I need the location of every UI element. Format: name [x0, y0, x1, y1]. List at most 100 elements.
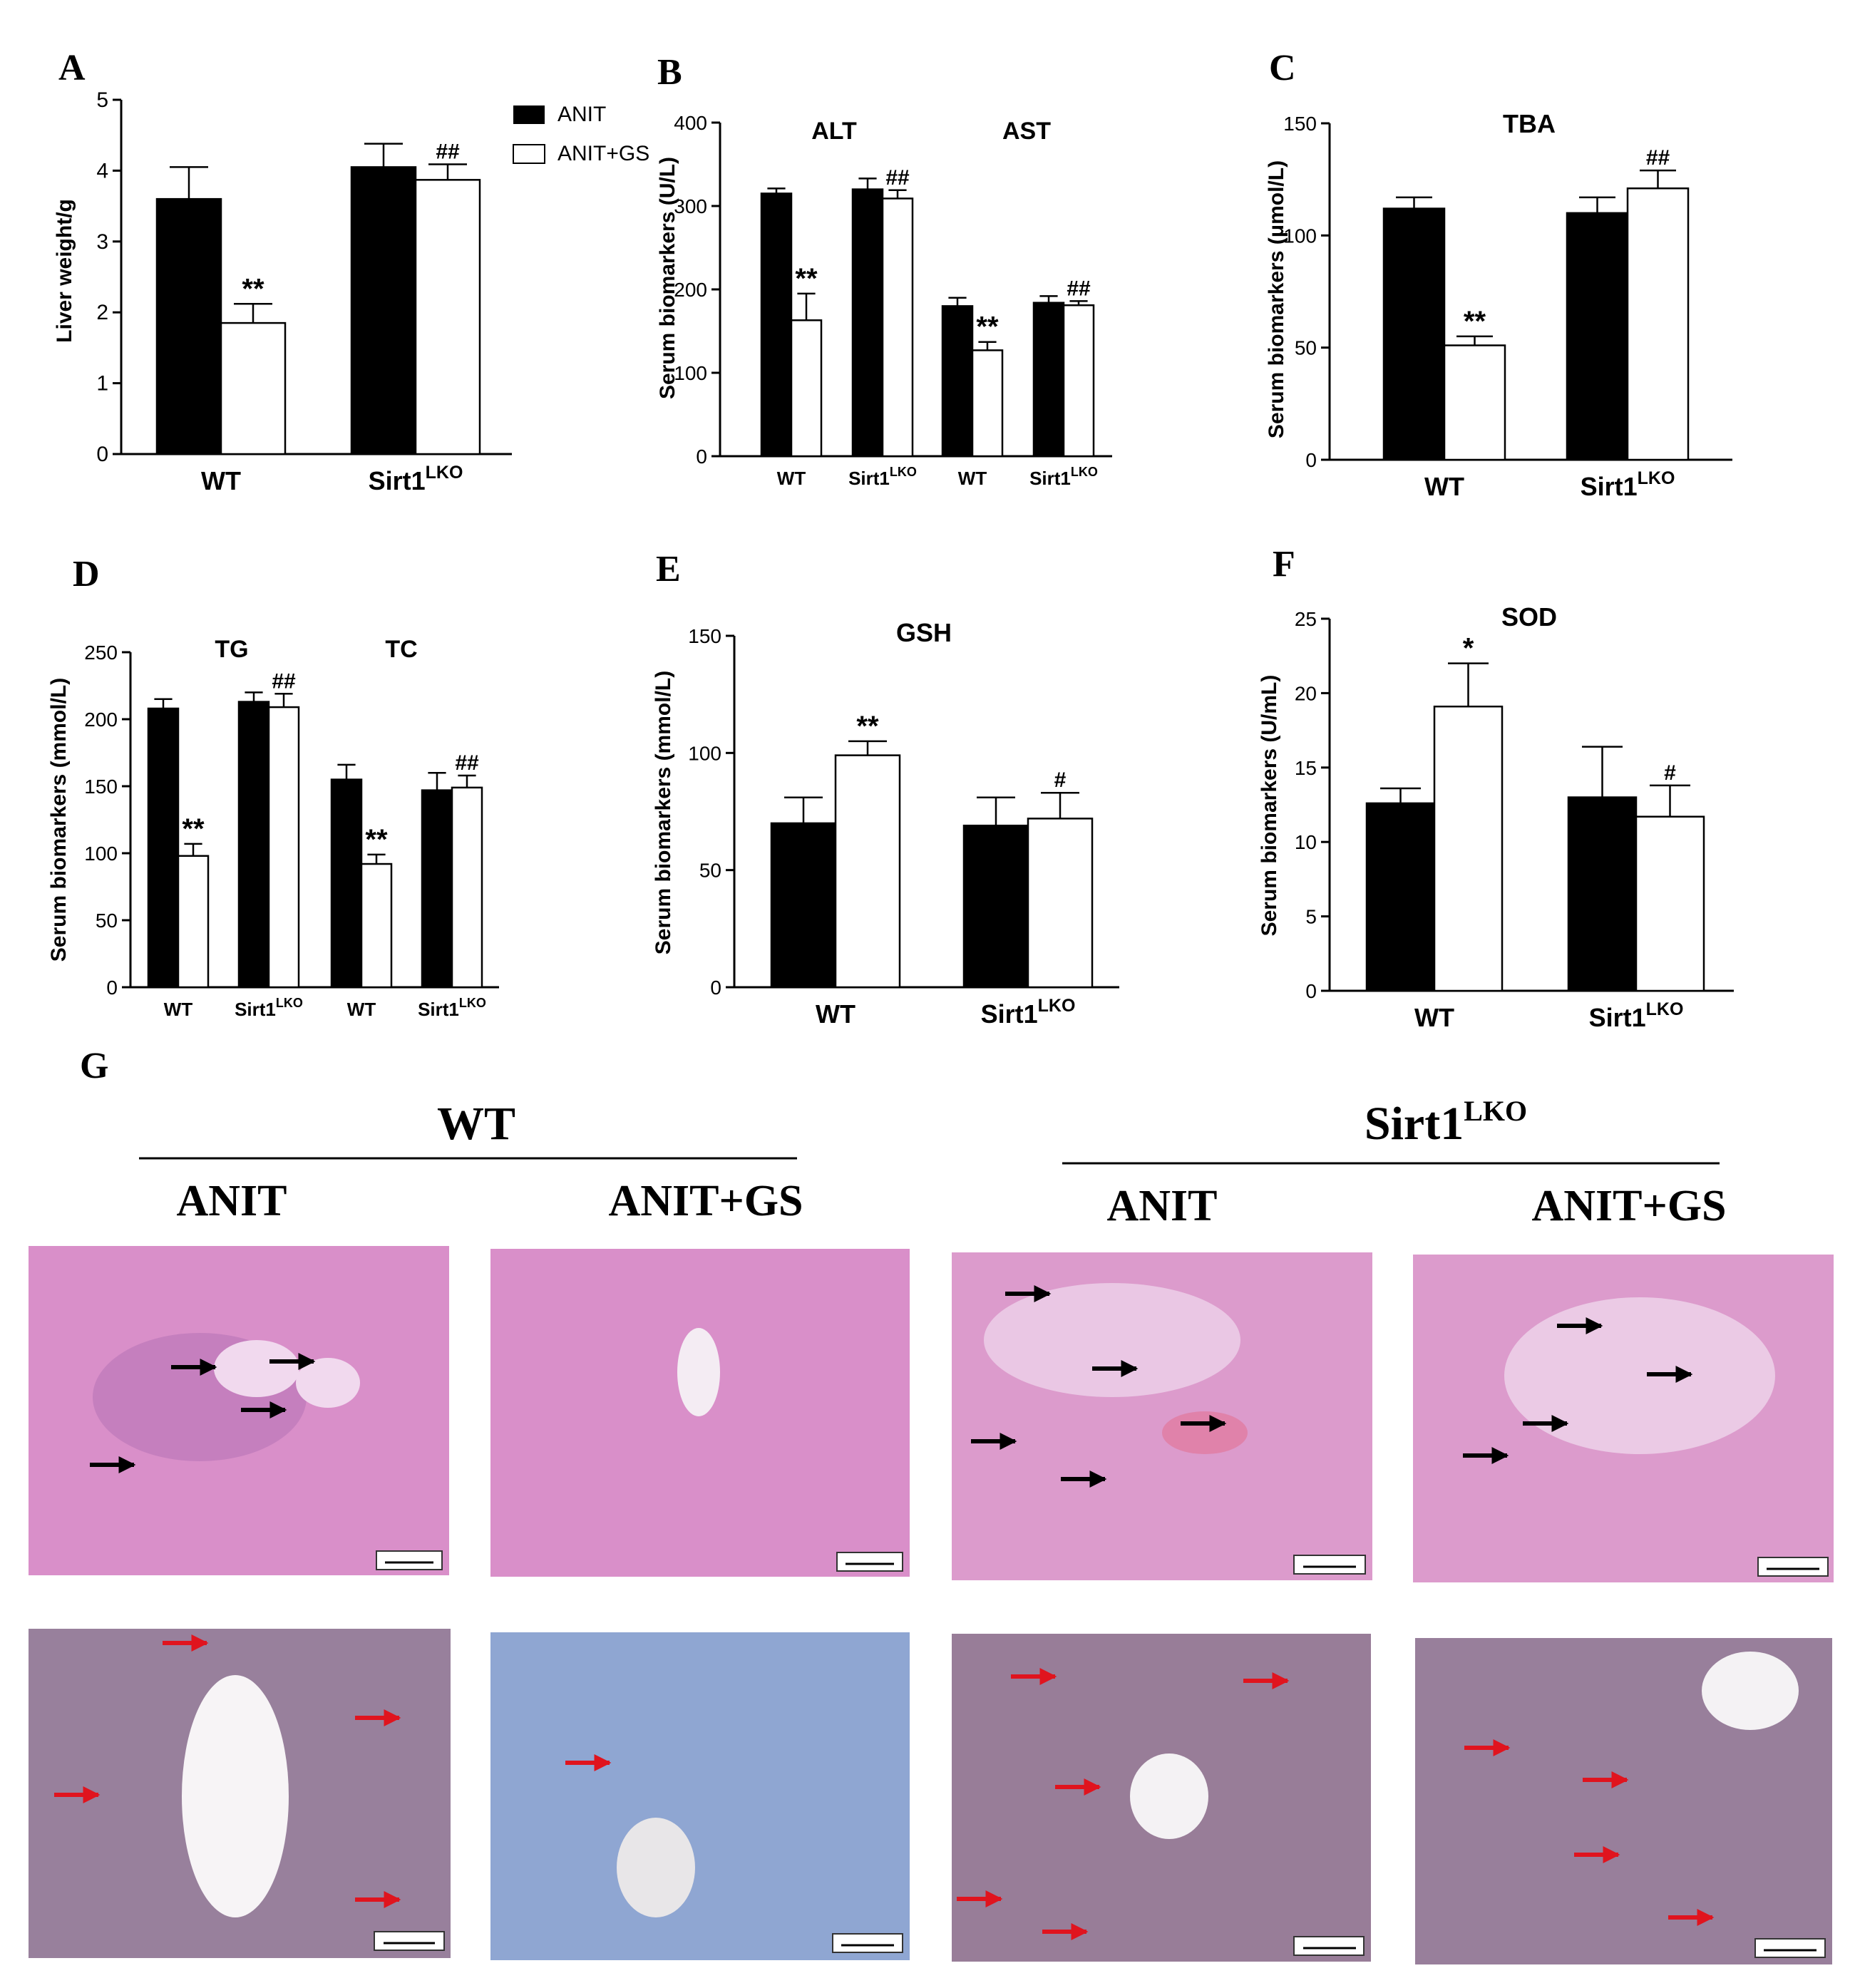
- bar-c-1-1: [1626, 187, 1690, 461]
- group-label-b-1: Sirt1LKO: [848, 465, 917, 489]
- oro-image-ko-anit-gs: [1415, 1638, 1832, 1964]
- group-label-base-e-1: Sirt1: [981, 999, 1038, 1029]
- y-tick-label-a-3: 3: [96, 230, 108, 254]
- column-label-wt-anit-gs: ANIT+GS: [608, 1177, 803, 1225]
- y-tick-label-d-5: 250: [84, 642, 118, 664]
- group-label-b-0: WT: [777, 468, 806, 489]
- chart-panel-f: F 0 5 10 15 20 25 Serum biomarkers (U/mL) SOD * WT…: [1258, 544, 1734, 1032]
- group-label-base-c-0: WT: [1424, 472, 1464, 501]
- y-tick-label-e-1: 50: [699, 860, 721, 882]
- significance-mark-f-0-1: *: [1463, 633, 1474, 664]
- bar-e-1-0: [962, 824, 1029, 989]
- bar-d-3-0: [421, 789, 453, 989]
- chart-title-e: GSH: [896, 618, 952, 647]
- group-label-sup-d-3: LKO: [459, 996, 486, 1010]
- group-title-b-2: AST: [1002, 118, 1051, 145]
- y-tick-label-a-0: 0: [96, 443, 108, 466]
- group-label-d-3: Sirt1LKO: [418, 996, 486, 1020]
- panel-letter-a: A: [58, 48, 86, 88]
- group-label-base-d-2: WT: [347, 999, 376, 1020]
- group-label-base-b-1: Sirt1: [848, 468, 890, 489]
- bar-d-2-0: [330, 778, 363, 989]
- significance-mark-d-2-1: **: [365, 824, 388, 855]
- group-label-e-0: WT: [816, 999, 855, 1029]
- column-label-ko-anit-gs: ANIT+GS: [1531, 1182, 1726, 1230]
- significance-mark-a-1-1: ##: [436, 140, 460, 163]
- y-tick-label-c-2: 100: [1283, 225, 1317, 247]
- oro-image-wt-anit-gs: [490, 1632, 910, 1960]
- group-label-sup-e-1: LKO: [1038, 996, 1076, 1016]
- genotype-heading-ko: Sirt1LKO: [1365, 1095, 1527, 1150]
- chart-panel-b: B 0 100 200 300 400 Serum biomarkers (U/L) ** WT…: [656, 52, 1112, 489]
- panel-letter-e: E: [656, 549, 681, 589]
- bar-c-0-0: [1382, 207, 1446, 461]
- bar-b-2-1: [971, 349, 1004, 458]
- y-tick-label-d-4: 200: [84, 709, 118, 731]
- y-tick-label-d-1: 50: [96, 910, 118, 932]
- group-label-b-2: WT: [958, 468, 987, 489]
- group-label-base-e-0: WT: [816, 999, 855, 1029]
- group-label-base-b-0: WT: [777, 468, 806, 489]
- chart-title-c: TBA: [1503, 109, 1556, 138]
- bar-e-0-1: [834, 754, 901, 989]
- group-title-d-2: TC: [385, 636, 417, 663]
- y-tick-label-f-3: 15: [1295, 757, 1317, 779]
- group-label-base-a-0: WT: [201, 466, 241, 495]
- bar-d-0-1: [177, 855, 210, 989]
- y-tick-label-f-5: 25: [1295, 608, 1317, 630]
- bar-d-3-1: [451, 786, 483, 989]
- y-tick-label-b-3: 300: [674, 195, 707, 217]
- y-tick-label-e-3: 150: [688, 625, 721, 647]
- bar-b-1-0: [851, 188, 884, 458]
- significance-mark-d-0-1: **: [182, 813, 205, 845]
- y-axis-label-d: Serum biomarkers (mmol/L): [47, 678, 71, 962]
- y-axis-label-c: Serum biomarkers (μmol/L): [1265, 160, 1288, 438]
- oro-image-ko-anit: [952, 1634, 1371, 1962]
- panel-letter-d: D: [73, 554, 100, 594]
- y-axis-label-e: Serum biomarkers (mmol/L): [652, 671, 675, 954]
- group-label-base-a-1: Sirt1: [369, 466, 426, 495]
- group-label-sup-a-1: LKO: [426, 463, 463, 483]
- group-label-b-3: Sirt1LKO: [1029, 465, 1098, 489]
- y-tick-label-e-2: 100: [688, 742, 721, 764]
- y-tick-label-f-1: 5: [1305, 906, 1317, 928]
- significance-mark-b-0-1: **: [795, 263, 818, 294]
- significance-mark-a-0-1: **: [242, 273, 264, 304]
- bar-d-1-1: [267, 706, 300, 989]
- bar-f-0-1: [1433, 705, 1504, 992]
- group-label-c-0: WT: [1424, 472, 1464, 501]
- bar-b-1-1: [881, 197, 914, 458]
- group-label-d-1: Sirt1LKO: [235, 996, 303, 1020]
- y-tick-label-a-1: 1: [96, 372, 108, 396]
- oro-image-wt-anit: [29, 1629, 451, 1958]
- group-label-a-0: WT: [201, 466, 241, 495]
- bar-a-1-1: [414, 179, 481, 455]
- group-label-base-d-1: Sirt1: [235, 999, 276, 1020]
- group-label-c-1: Sirt1LKO: [1581, 468, 1675, 501]
- bar-b-3-1: [1062, 304, 1095, 458]
- y-tick-label-f-2: 10: [1295, 831, 1317, 853]
- group-label-sup-c-1: LKO: [1638, 468, 1675, 488]
- y-tick-label-a-5: 5: [96, 88, 108, 112]
- group-label-sup-d-1: LKO: [276, 996, 303, 1010]
- group-title-d-0: TG: [215, 636, 248, 663]
- y-axis-label-b: Serum biomarkers (U/L): [656, 157, 679, 399]
- bar-d-1-0: [237, 701, 270, 989]
- legend: ANIT ANIT+GS: [513, 103, 649, 165]
- group-label-base-f-0: WT: [1414, 1003, 1454, 1032]
- group-label-base-d-3: Sirt1: [418, 999, 459, 1020]
- panel-letter-c: C: [1269, 48, 1296, 88]
- significance-mark-e-0-1: **: [856, 711, 879, 742]
- bar-d-2-1: [360, 862, 393, 989]
- y-tick-label-b-0: 0: [696, 446, 707, 468]
- group-label-base-c-1: Sirt1: [1581, 472, 1638, 501]
- y-axis-label-f: Serum biomarkers (U/mL): [1258, 675, 1281, 937]
- bar-b-0-0: [760, 192, 793, 458]
- bar-b-3-0: [1032, 302, 1065, 458]
- genotype-heading-ko-sup: LKO: [1464, 1095, 1527, 1127]
- y-tick-label-c-1: 50: [1295, 337, 1317, 359]
- y-tick-label-d-2: 100: [84, 843, 118, 865]
- group-label-sup-b-1: LKO: [890, 465, 917, 479]
- y-tick-label-c-0: 0: [1305, 449, 1317, 471]
